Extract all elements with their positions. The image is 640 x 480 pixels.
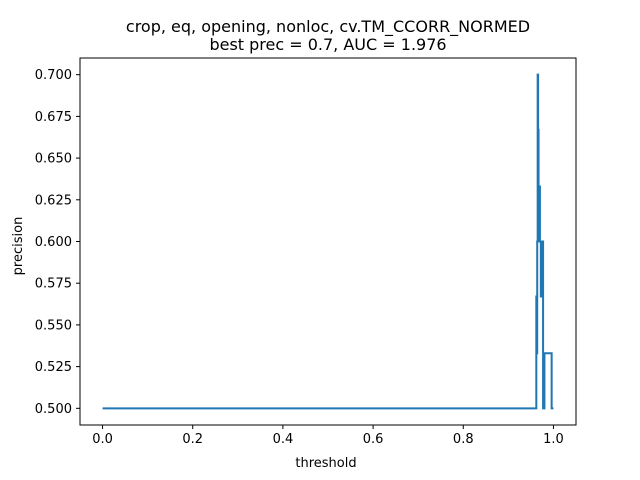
x-tick-label: 0.8 (453, 432, 474, 447)
plot-area: 0.0 0.2 0.4 0.6 0.8 1.0 0.500 0.525 0.550 0.575 0.… (35, 57, 577, 447)
x-tick-label: 0.2 (182, 432, 203, 447)
chart-title-line-2: best prec = 0.7, AUC = 1.976 (209, 35, 446, 54)
series-line-0 (102, 73, 554, 410)
x-axis-label: threshold (295, 456, 356, 471)
y-tick-label: 0.675 (35, 110, 72, 125)
y-tick-label: 0.550 (35, 318, 72, 333)
x-tick-label: 1.0 (543, 432, 564, 447)
y-axis-label: precision (11, 217, 26, 276)
y-tick-label: 0.575 (35, 277, 72, 292)
x-tick-label: 0.6 (363, 432, 384, 447)
y-tick-label: 0.650 (35, 152, 72, 167)
y-tick-label: 0.525 (35, 360, 72, 375)
x-tick-label: 0.0 (92, 432, 113, 447)
x-tick-label: 0.4 (273, 432, 294, 447)
y-tick-label: 0.500 (35, 402, 72, 417)
y-tick-label: 0.700 (35, 68, 72, 83)
chart-title-line-1: crop, eq, opening, nonloc, cv.TM_CCORR_N… (126, 17, 530, 37)
y-tick-label: 0.600 (35, 235, 72, 250)
y-tick-label: 0.625 (35, 193, 72, 208)
